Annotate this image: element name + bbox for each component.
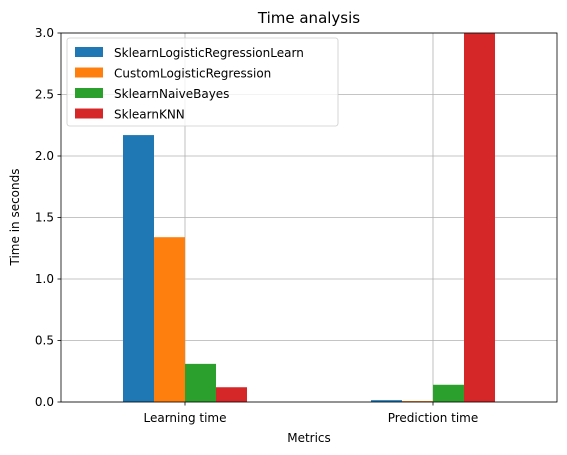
legend: SklearnLogisticRegressionLearn CustomLogi… xyxy=(66,37,339,127)
x-axis-label: Metrics xyxy=(287,431,331,445)
bar xyxy=(464,33,495,402)
legend-label: SklearnLogisticRegressionLearn xyxy=(114,46,304,60)
bar xyxy=(123,135,154,402)
legend-frame xyxy=(66,37,339,127)
y-axis-label: Time in seconds xyxy=(8,169,22,267)
y-tick-label: 0.5 xyxy=(35,334,54,348)
bar xyxy=(433,384,464,402)
bar xyxy=(402,401,433,402)
chart-title: Time analysis xyxy=(257,9,360,27)
bars xyxy=(123,33,495,402)
y-tick-label: 2.0 xyxy=(35,149,54,163)
y-tick-label: 1.5 xyxy=(35,211,54,225)
legend-swatch xyxy=(75,108,103,119)
legend-label: SklearnKNN xyxy=(114,108,185,122)
bar xyxy=(371,400,402,402)
y-tick-label: 3.0 xyxy=(35,26,54,40)
legend-label: SklearnNaiveBayes xyxy=(114,87,229,101)
y-axis: 0.0 0.5 1.0 1.5 2.0 2.5 3.0 xyxy=(35,26,61,409)
y-tick-label: 2.5 xyxy=(35,88,54,102)
legend-swatch xyxy=(75,67,103,78)
y-tick-label: 1.0 xyxy=(35,272,54,286)
x-tick-label: Learning time xyxy=(143,411,226,425)
x-tick-label: Prediction time xyxy=(388,411,479,425)
legend-swatch xyxy=(75,88,103,98)
y-tick-label: 0.0 xyxy=(35,395,54,409)
bar xyxy=(216,387,247,402)
bar xyxy=(185,363,216,402)
legend-label: CustomLogisticRegression xyxy=(114,67,271,81)
bar xyxy=(154,237,185,402)
x-axis: Learning time Prediction time xyxy=(143,402,478,425)
legend-swatch xyxy=(75,47,103,57)
